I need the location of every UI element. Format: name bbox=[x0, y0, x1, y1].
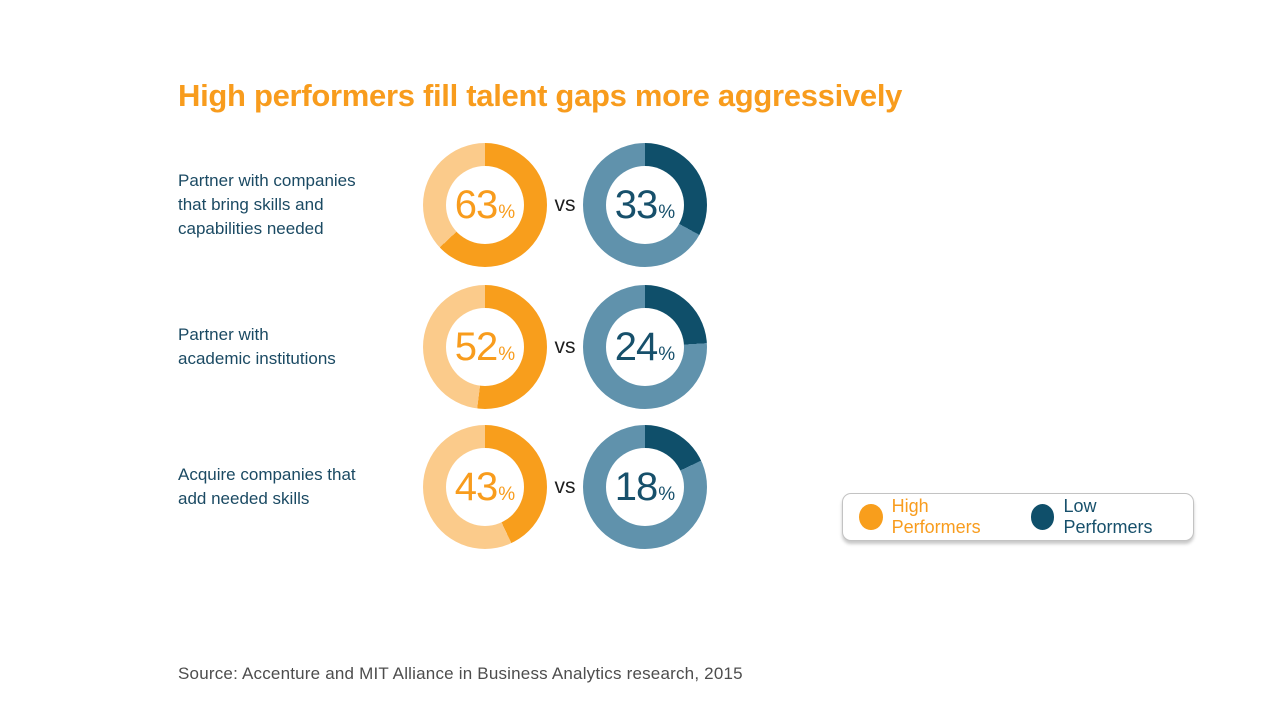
donut-low-performers: 18 % bbox=[583, 425, 707, 549]
legend-label: Low Performers bbox=[1063, 496, 1153, 537]
donut-hole: 63 % bbox=[446, 166, 524, 244]
chart-row-partner-companies: Partner with companies that bring skills… bbox=[178, 143, 707, 267]
donut-hole: 33 % bbox=[606, 166, 684, 244]
legend-label: High Performers bbox=[891, 496, 981, 537]
row-label: Partner with academic institutions bbox=[178, 325, 336, 368]
vs-label: vs bbox=[554, 335, 576, 358]
chart-row-academic-institutions: Partner with academic institutions 52 % … bbox=[178, 285, 707, 409]
donut-value: 63 bbox=[454, 182, 498, 227]
donut-low-performers: 24 % bbox=[583, 285, 707, 409]
donut-high-performers: 43 % bbox=[423, 425, 547, 549]
low-performers-dot-icon bbox=[1030, 504, 1055, 530]
percent-sign: % bbox=[498, 484, 516, 505]
vs-label: vs bbox=[554, 193, 576, 216]
percent-sign: % bbox=[498, 344, 516, 365]
percent-sign: % bbox=[658, 484, 676, 505]
donut-value: 24 bbox=[614, 324, 658, 369]
legend: High Performers Low Performers bbox=[842, 493, 1194, 541]
row-label: Partner with companies that bring skills… bbox=[178, 171, 356, 238]
vs-label: vs bbox=[554, 475, 576, 498]
donut-hole: 24 % bbox=[606, 308, 684, 386]
donut-low-performers: 33 % bbox=[583, 143, 707, 267]
donut-hole: 52 % bbox=[446, 308, 524, 386]
donut-hole: 43 % bbox=[446, 448, 524, 526]
donut-value: 18 bbox=[614, 464, 658, 509]
percent-sign: % bbox=[658, 202, 676, 223]
source-citation: Source: Accenture and MIT Alliance in Bu… bbox=[178, 664, 743, 683]
legend-item-high-performers: High Performers bbox=[859, 496, 1011, 538]
legend-item-low-performers: Low Performers bbox=[1030, 496, 1179, 538]
donut-high-performers: 63 % bbox=[423, 143, 547, 267]
donut-hole: 18 % bbox=[606, 448, 684, 526]
donut-value: 33 bbox=[614, 182, 658, 227]
percent-sign: % bbox=[658, 344, 676, 365]
percent-sign: % bbox=[498, 202, 516, 223]
row-label: Acquire companies that add needed skills bbox=[178, 465, 356, 508]
high-performers-dot-icon bbox=[859, 504, 883, 530]
chart-row-acquire-companies: Acquire companies that add needed skills… bbox=[178, 425, 707, 549]
donut-value: 43 bbox=[454, 464, 498, 509]
chart-title: High performers fill talent gaps more ag… bbox=[178, 78, 903, 113]
donut-high-performers: 52 % bbox=[423, 285, 547, 409]
donut-value: 52 bbox=[454, 324, 498, 369]
